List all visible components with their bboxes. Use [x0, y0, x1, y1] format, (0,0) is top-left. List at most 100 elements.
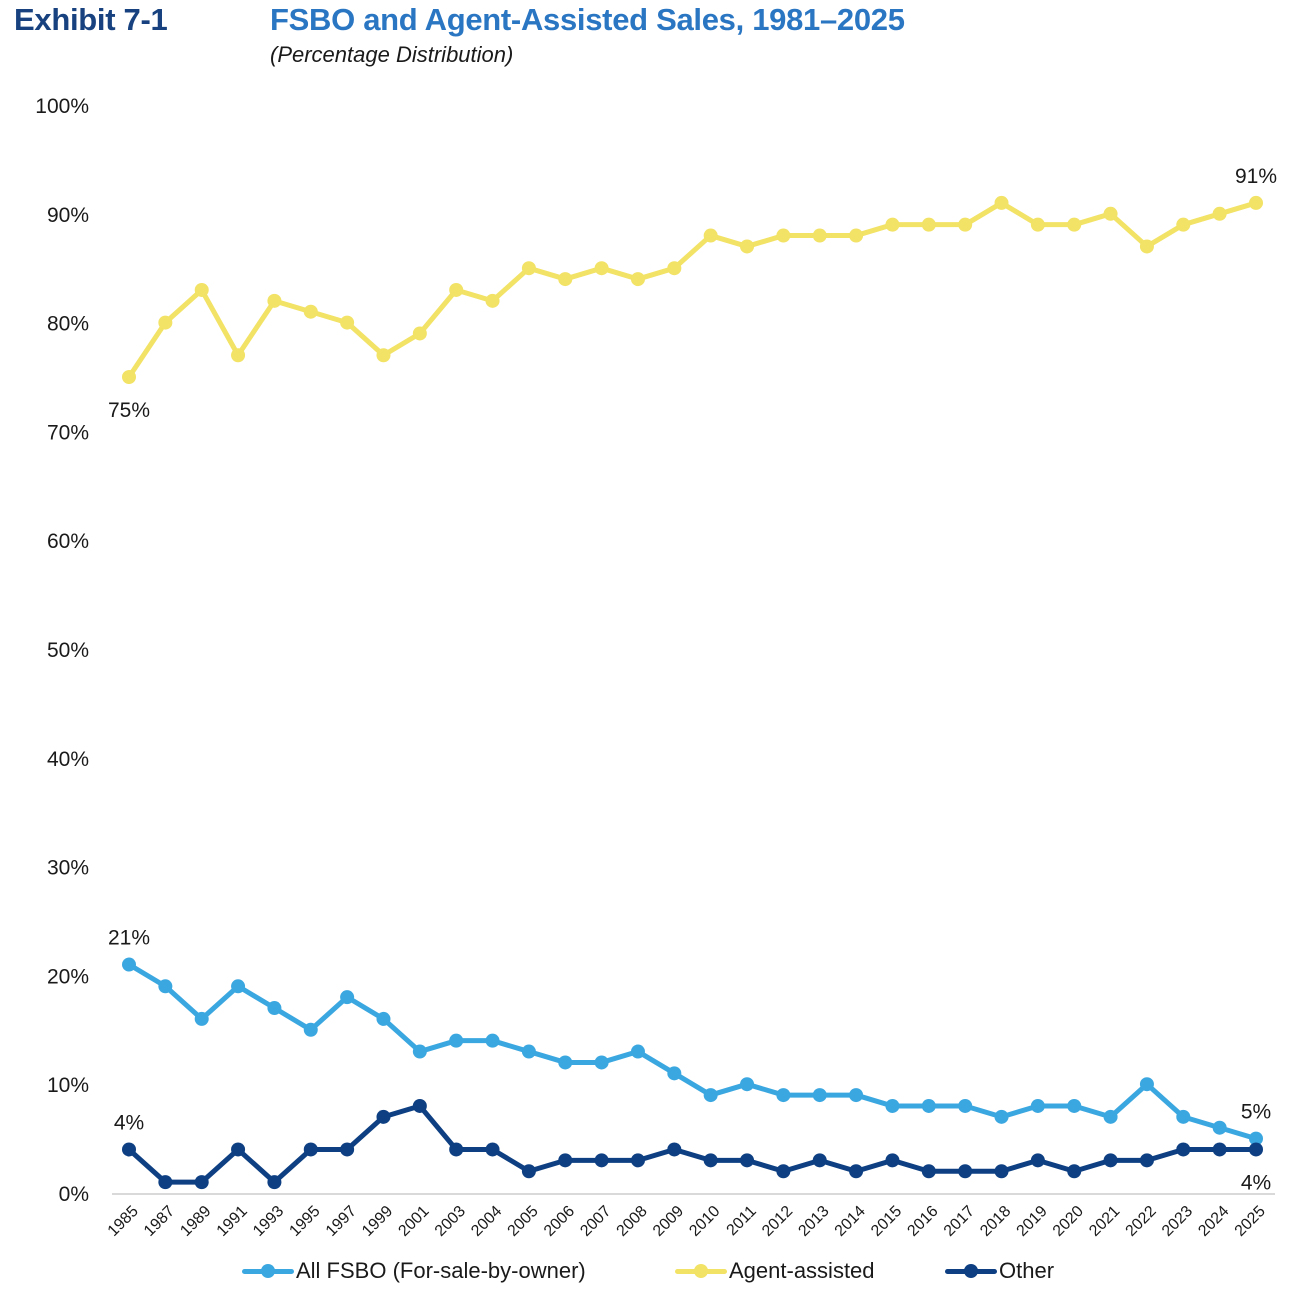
data-point-agent-assisted[interactable] [449, 282, 464, 297]
data-point-agent-assisted[interactable] [1139, 239, 1154, 254]
data-point-fsbo[interactable] [921, 1098, 936, 1113]
data-point-agent-assisted[interactable] [1067, 217, 1082, 232]
data-point-other[interactable] [921, 1164, 936, 1179]
data-point-other[interactable] [1030, 1153, 1045, 1168]
data-point-fsbo[interactable] [449, 1033, 464, 1048]
data-point-agent-assisted[interactable] [521, 261, 536, 276]
data-point-other[interactable] [740, 1153, 755, 1168]
data-point-fsbo[interactable] [340, 990, 355, 1005]
data-point-fsbo[interactable] [703, 1088, 718, 1103]
data-point-agent-assisted[interactable] [558, 272, 573, 287]
data-point-agent-assisted[interactable] [594, 261, 609, 276]
data-point-other[interactable] [1249, 1142, 1263, 1157]
data-point-other[interactable] [158, 1175, 173, 1190]
data-point-other[interactable] [194, 1175, 209, 1190]
data-point-agent-assisted[interactable] [1103, 206, 1118, 221]
data-point-agent-assisted[interactable] [303, 304, 318, 319]
data-point-other[interactable] [1139, 1153, 1154, 1168]
data-point-fsbo[interactable] [158, 979, 173, 994]
data-point-fsbo[interactable] [1030, 1098, 1045, 1113]
data-point-fsbo[interactable] [630, 1044, 645, 1059]
data-point-other[interactable] [885, 1153, 900, 1168]
data-point-agent-assisted[interactable] [1212, 206, 1227, 221]
data-point-other[interactable] [521, 1164, 536, 1179]
data-point-agent-assisted[interactable] [703, 228, 718, 243]
data-point-agent-assisted[interactable] [1176, 217, 1191, 232]
legend-item-fsbo[interactable]: All FSBO (For-sale-by-owner) [242, 1258, 586, 1284]
data-point-other[interactable] [994, 1164, 1009, 1179]
data-point-other[interactable] [122, 1142, 136, 1157]
data-point-fsbo[interactable] [194, 1011, 209, 1026]
data-point-fsbo[interactable] [1176, 1109, 1191, 1124]
data-point-fsbo[interactable] [776, 1088, 791, 1103]
data-point-other[interactable] [412, 1098, 427, 1113]
data-point-agent-assisted[interactable] [667, 261, 682, 276]
data-point-other[interactable] [667, 1142, 682, 1157]
data-point-fsbo[interactable] [303, 1022, 318, 1037]
data-point-agent-assisted[interactable] [376, 348, 391, 363]
data-point-fsbo[interactable] [1249, 1131, 1263, 1146]
data-point-other[interactable] [485, 1142, 500, 1157]
data-point-fsbo[interactable] [667, 1066, 682, 1081]
data-point-fsbo[interactable] [594, 1055, 609, 1070]
data-point-fsbo[interactable] [1212, 1120, 1227, 1135]
data-point-other[interactable] [376, 1109, 391, 1124]
data-point-agent-assisted[interactable] [1249, 195, 1263, 210]
data-point-other[interactable] [849, 1164, 864, 1179]
data-point-other[interactable] [1103, 1153, 1118, 1168]
data-point-fsbo[interactable] [122, 957, 136, 972]
data-point-fsbo[interactable] [231, 979, 246, 994]
data-point-other[interactable] [558, 1153, 573, 1168]
data-point-agent-assisted[interactable] [630, 272, 645, 287]
data-point-other[interactable] [958, 1164, 973, 1179]
data-point-fsbo[interactable] [1067, 1098, 1082, 1113]
data-point-other[interactable] [1176, 1142, 1191, 1157]
data-point-fsbo[interactable] [740, 1077, 755, 1092]
data-point-agent-assisted[interactable] [849, 228, 864, 243]
data-point-agent-assisted[interactable] [231, 348, 246, 363]
data-point-other[interactable] [303, 1142, 318, 1157]
data-point-fsbo[interactable] [267, 1001, 282, 1016]
data-point-fsbo[interactable] [376, 1011, 391, 1026]
data-point-fsbo[interactable] [412, 1044, 427, 1059]
data-point-fsbo[interactable] [849, 1088, 864, 1103]
legend-item-agent-assisted[interactable]: Agent-assisted [675, 1258, 875, 1284]
data-point-other[interactable] [776, 1164, 791, 1179]
data-point-agent-assisted[interactable] [485, 293, 500, 308]
data-point-fsbo[interactable] [994, 1109, 1009, 1124]
data-point-agent-assisted[interactable] [994, 195, 1009, 210]
data-point-agent-assisted[interactable] [267, 293, 282, 308]
data-point-other[interactable] [449, 1142, 464, 1157]
data-point-other[interactable] [630, 1153, 645, 1168]
data-point-fsbo[interactable] [812, 1088, 827, 1103]
data-point-fsbo[interactable] [1103, 1109, 1118, 1124]
data-point-fsbo[interactable] [885, 1098, 900, 1113]
x-tick-label: 2024 [1195, 1203, 1232, 1240]
data-point-other[interactable] [267, 1175, 282, 1190]
legend-item-other[interactable]: Other [945, 1258, 1054, 1284]
data-point-agent-assisted[interactable] [740, 239, 755, 254]
data-point-agent-assisted[interactable] [1030, 217, 1045, 232]
data-point-agent-assisted[interactable] [812, 228, 827, 243]
data-point-fsbo[interactable] [521, 1044, 536, 1059]
data-point-agent-assisted[interactable] [194, 282, 209, 297]
data-point-other[interactable] [340, 1142, 355, 1157]
data-point-fsbo[interactable] [958, 1098, 973, 1113]
data-point-agent-assisted[interactable] [412, 326, 427, 341]
data-point-agent-assisted[interactable] [958, 217, 973, 232]
data-point-agent-assisted[interactable] [776, 228, 791, 243]
data-point-other[interactable] [812, 1153, 827, 1168]
data-point-other[interactable] [231, 1142, 246, 1157]
data-point-fsbo[interactable] [1139, 1077, 1154, 1092]
data-point-agent-assisted[interactable] [921, 217, 936, 232]
data-point-fsbo[interactable] [485, 1033, 500, 1048]
data-point-agent-assisted[interactable] [122, 370, 136, 384]
data-point-agent-assisted[interactable] [885, 217, 900, 232]
data-point-other[interactable] [1067, 1164, 1082, 1179]
data-point-agent-assisted[interactable] [158, 315, 173, 330]
data-point-other[interactable] [703, 1153, 718, 1168]
data-point-fsbo[interactable] [558, 1055, 573, 1070]
data-point-other[interactable] [594, 1153, 609, 1168]
data-point-other[interactable] [1212, 1142, 1227, 1157]
data-point-agent-assisted[interactable] [340, 315, 355, 330]
